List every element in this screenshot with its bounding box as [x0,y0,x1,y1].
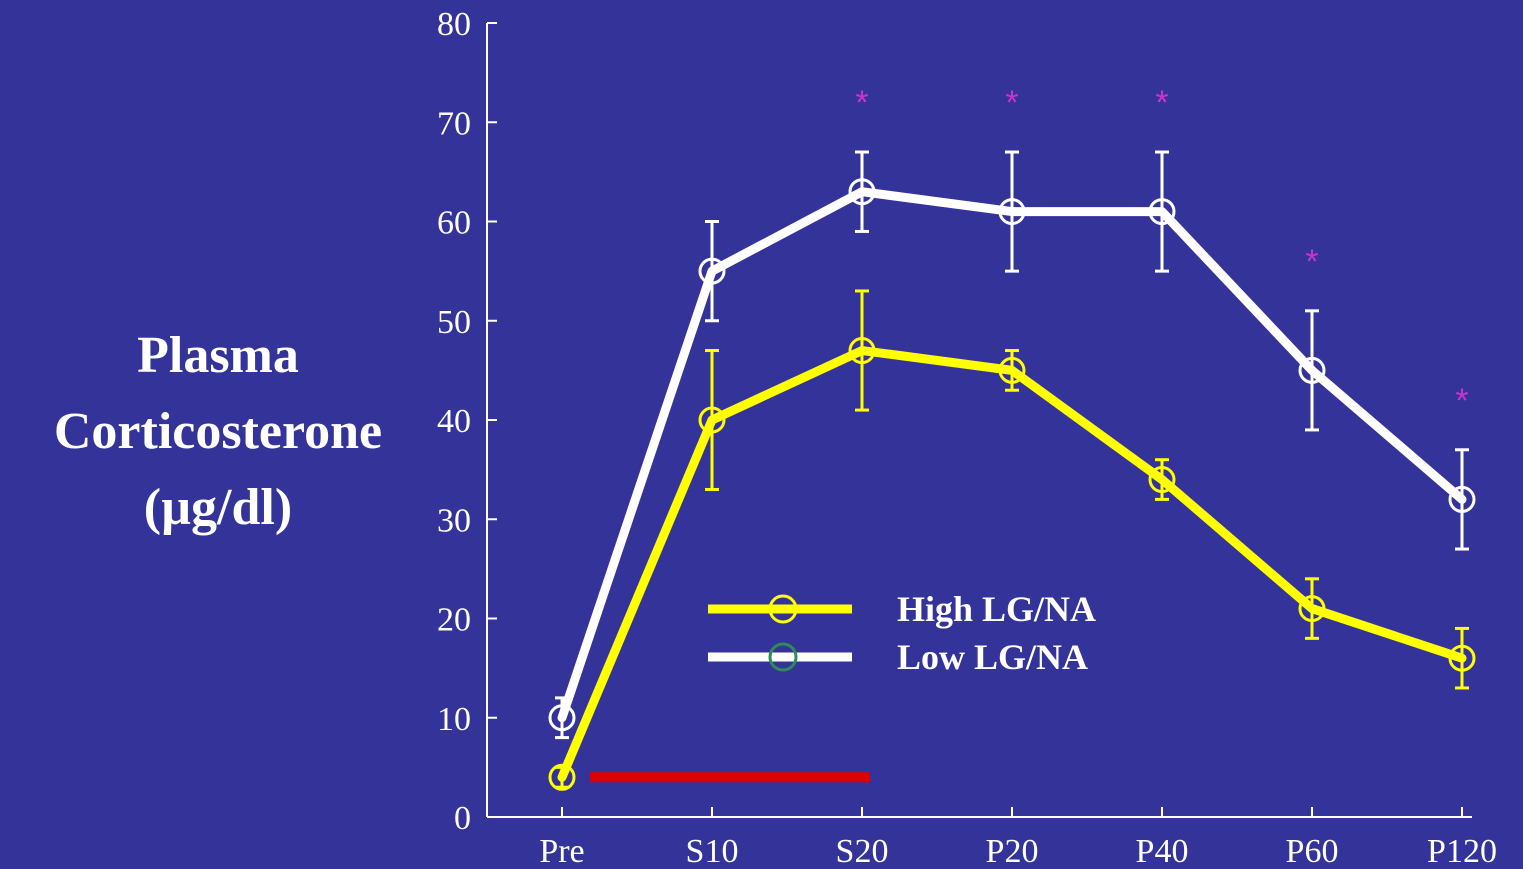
axes: 0 10 20 30 40 50 60 70 80 Pre S10 S20 P20 P40 P60 P120 [437,6,1497,869]
data-point [548,763,576,791]
y-tick-label: 0 [454,800,471,837]
x-tick-label: P120 [1427,833,1497,869]
data-point [1448,644,1476,672]
legend-label: High LG/NA [897,589,1096,629]
data-point [1148,198,1176,226]
significance-markers: * * * * * [855,84,1468,420]
y-tick-label: 60 [437,205,471,242]
y-tick-label: 40 [437,403,471,440]
data-point [1448,485,1476,513]
y-tick-label: 20 [437,602,471,639]
data-point [698,406,726,434]
legend-item-low: Low LG/NA [708,637,1088,677]
y-axis-label-line-2: Corticosterone [54,403,382,460]
y-tick-label: 30 [437,502,471,539]
x-tick-label: S10 [686,833,739,869]
y-axis-label: Plasma Corticosterone (µg/dl) [54,327,382,536]
data-point [548,704,576,732]
x-tick-label: Pre [539,833,584,869]
significance-marker: * [1155,84,1168,122]
legend: High LG/NA Low LG/NA [708,589,1096,677]
series-high-line [557,346,1467,782]
x-tick-label: P40 [1136,833,1189,869]
x-tick-label: P60 [1286,833,1339,869]
data-point [998,198,1026,226]
legend-label: Low LG/NA [897,637,1088,677]
data-point [848,337,876,365]
legend-marker [768,642,798,672]
series-high [548,289,1476,791]
significance-marker: * [855,84,868,122]
data-point [998,356,1026,384]
data-point [848,178,876,206]
legend-marker [768,594,798,624]
data-point [1148,466,1176,494]
data-point [698,257,726,285]
significance-marker: * [1305,243,1318,281]
y-tick-label: 70 [437,105,471,142]
y-tick-label: 80 [437,6,471,43]
y-tick-label: 10 [437,701,471,738]
significance-marker: * [1005,84,1018,122]
legend-item-high: High LG/NA [708,589,1096,629]
significance-marker: * [1455,382,1468,420]
x-tick-label: P20 [986,833,1039,869]
data-point [1298,595,1326,623]
y-axis-label-line-3: (µg/dl) [144,479,292,536]
series-layer [548,150,1476,791]
y-axis-label-line-1: Plasma [137,327,299,384]
y-tick-label: 50 [437,304,471,341]
x-tick-label: S20 [836,833,889,869]
data-point [1298,356,1326,384]
series-low [548,150,1476,740]
